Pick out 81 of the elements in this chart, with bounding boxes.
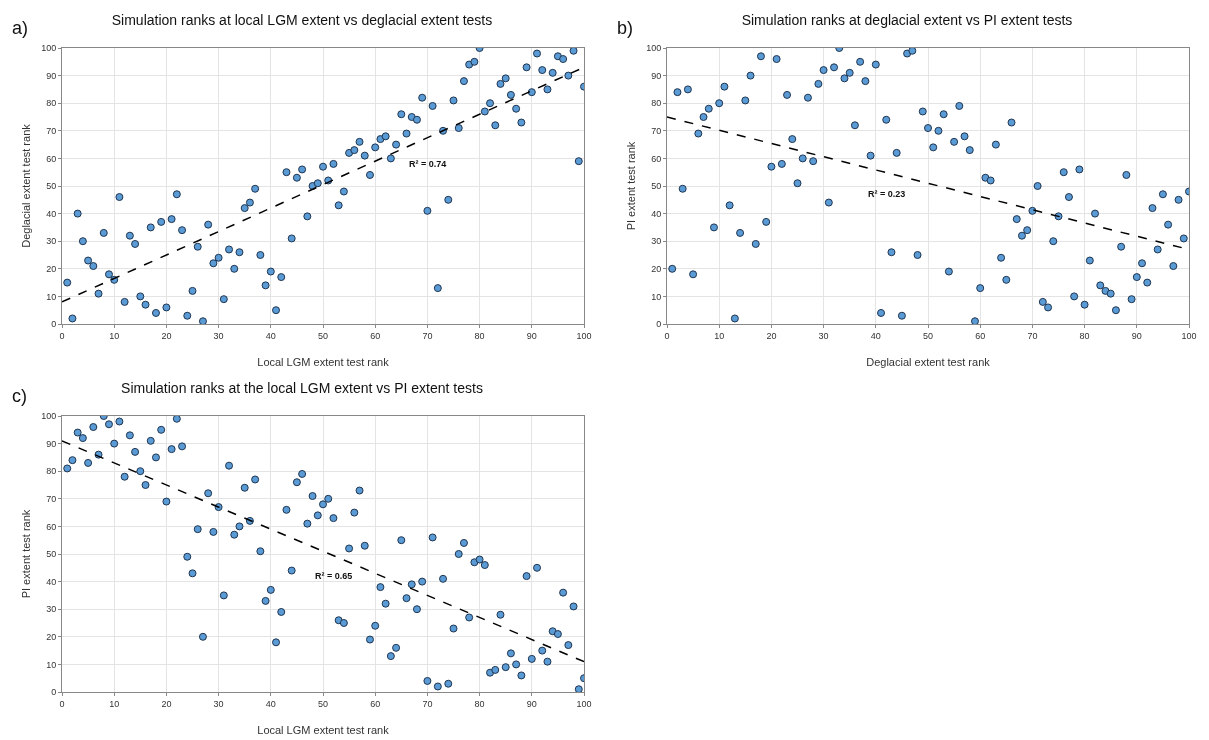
y-tick-label: 30 [651,236,662,247]
x-tick-label: 40 [870,330,881,341]
y-tick-label: 90 [46,70,57,81]
x-tick-label: 30 [213,698,224,709]
y-axis-title: PI extent test rank [20,509,32,599]
x-tick-label: 10 [109,330,120,341]
y-tick-label: 20 [651,263,662,274]
y-tick-label: 100 [646,43,662,54]
y-tick-label: 0 [51,687,57,698]
x-tick-label: 0 [664,330,670,341]
chart-title: Simulation ranks at deglacial extent vs PI extent tests [741,11,1073,28]
text: a) [12,18,29,38]
y-tick-label: 60 [651,153,662,164]
x-tick-label: 0 [59,330,65,341]
x-tick-label: 100 [576,698,592,709]
x-tick-label: 20 [161,698,172,709]
y-tick-label: 40 [651,208,662,219]
x-tick-label: 90 [1131,330,1142,341]
x-tick-label: 50 [317,698,329,709]
x-tick-label: 50 [922,330,934,341]
x-tick-label: 70 [422,698,433,709]
x-tick-label: 30 [818,330,829,341]
y-tick-label: 80 [651,98,662,109]
x-tick-label: 40 [265,330,276,341]
text: c) [12,386,27,406]
x-tick-label: 100 [1181,330,1197,341]
y-tick-label: 60 [46,153,57,164]
x-axis-title: Local LGM extent test rank [257,356,390,368]
x-tick-label: 50 [317,330,329,341]
x-tick-label: 80 [474,330,485,341]
x-tick-label: 90 [526,698,537,709]
y-tick-label: 20 [46,263,57,274]
y-tick-label: 10 [46,291,57,302]
x-tick-label: 0 [59,698,65,709]
y-tick-label: 70 [651,125,662,136]
y-tick-label: 0 [656,319,662,330]
x-tick-label: 60 [370,330,381,341]
y-tick-label: 100 [41,43,57,54]
y-tick-label: 70 [46,125,57,136]
chart-title: Simulation ranks at the local LGM extent vs PI extent tests [121,379,483,396]
y-axis-title: PI extent test rank [625,141,637,231]
x-tick-label: 40 [265,698,276,709]
x-tick-label: 100 [576,330,592,341]
y-tick-label: 10 [46,659,57,670]
annotation: R² = 0.74 [409,159,447,169]
y-tick-label: 80 [46,466,57,477]
y-tick-label: 50 [46,181,57,192]
y-tick-label: 0 [51,319,57,330]
y-tick-label: 10 [651,291,662,302]
y-tick-label: 40 [46,576,57,587]
x-tick-label: 10 [714,330,725,341]
y-tick-label: 30 [46,604,57,615]
y-axis-title: Deglacial extent test rank [20,123,32,248]
y-tick-label: 100 [41,411,57,422]
x-tick-label: 80 [474,698,485,709]
y-tick-label: 90 [651,70,662,81]
y-tick-label: 80 [46,98,57,109]
x-tick-label: 60 [370,698,381,709]
y-tick-label: 90 [46,438,57,449]
y-tick-label: 60 [46,521,57,532]
y-tick-label: 70 [46,493,57,504]
x-tick-label: 20 [766,330,777,341]
chart-title: Simulation ranks at local LGM extent vs deglacial extent tests [111,11,493,28]
x-tick-label: 80 [1079,330,1090,341]
annotation: R² = 0.65 [315,571,353,581]
y-tick-label: 20 [46,631,57,642]
x-tick-label: 90 [526,330,537,341]
text: b) [617,18,634,38]
x-tick-label: 60 [975,330,986,341]
x-tick-label: 20 [161,330,172,341]
y-tick-label: 50 [651,181,662,192]
annotation: R² = 0.23 [868,189,906,199]
x-tick-label: 10 [109,698,120,709]
y-tick-label: 40 [46,208,57,219]
x-axis-title: Deglacial extent test rank [866,356,991,368]
x-tick-label: 70 [422,330,433,341]
y-tick-label: 50 [46,549,57,560]
y-tick-label: 30 [46,236,57,247]
x-tick-label: 30 [213,330,224,341]
x-tick-label: 70 [1027,330,1038,341]
x-axis-title: Local LGM extent test rank [257,724,390,736]
